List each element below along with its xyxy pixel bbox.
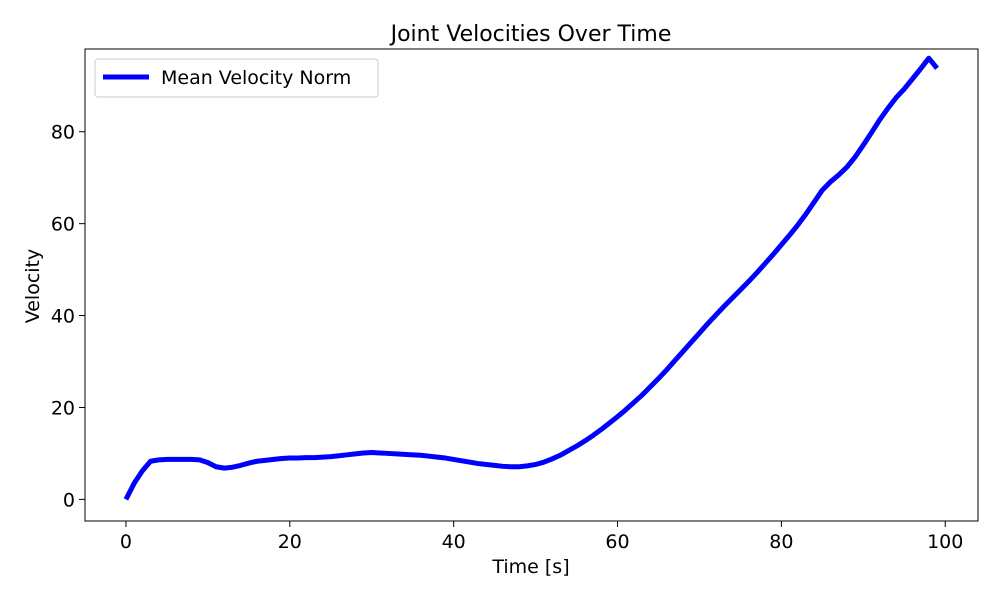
x-tick-label: 60: [605, 531, 629, 553]
x-axis-label: Time [s]: [491, 556, 569, 578]
series-line-mean-velocity-norm: [123, 55, 939, 501]
plot-lines-group: [123, 55, 939, 501]
y-ticks-group: 0 20 40 60 80: [51, 122, 85, 511]
x-tick-label: 80: [769, 531, 793, 553]
y-tick-label: 80: [51, 122, 75, 144]
legend-box: [94, 58, 379, 98]
y-tick-label: 20: [51, 397, 75, 419]
y-axis-label: Velocity: [22, 249, 44, 324]
y-tick-label: 0: [63, 489, 75, 511]
legend: Mean Velocity Norm: [94, 58, 379, 98]
chart-title: Joint Velocities Over Time: [389, 22, 672, 47]
x-ticks-group: 0 20 40 60 80 100: [120, 521, 963, 553]
y-tick-label: 60: [51, 214, 75, 236]
x-tick-label: 100: [927, 531, 963, 553]
legend-label: Mean Velocity Norm: [161, 67, 351, 89]
y-tick-label: 40: [51, 306, 75, 328]
x-tick-label: 40: [442, 531, 466, 553]
x-tick-label: 0: [120, 531, 132, 553]
x-tick-label: 20: [278, 531, 302, 553]
plot-area-frame: [84, 48, 979, 522]
